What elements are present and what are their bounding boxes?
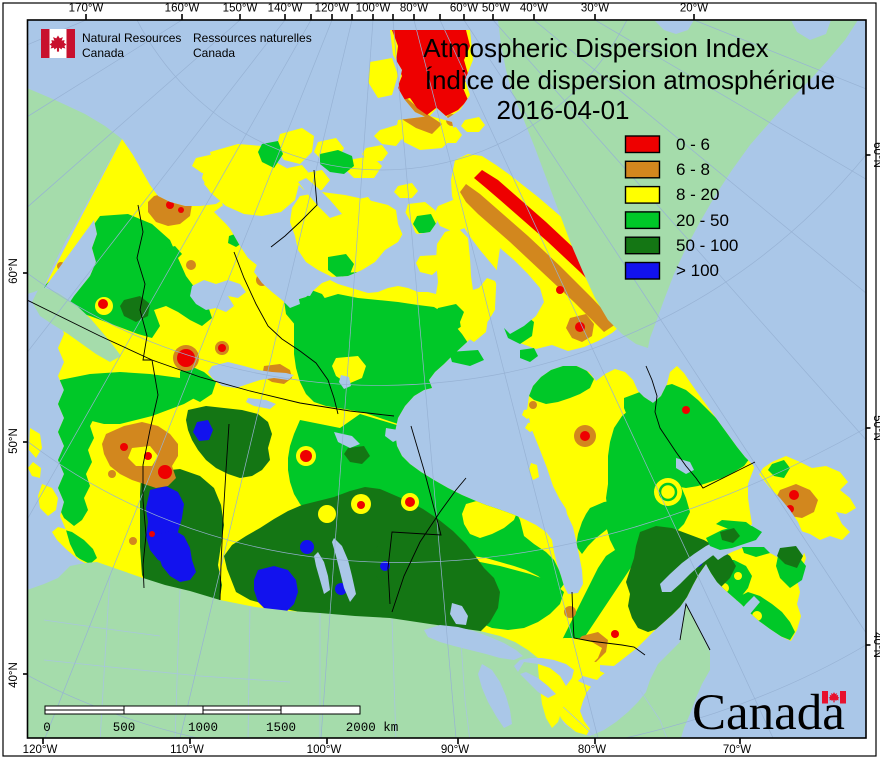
svg-text:0 - 6: 0 - 6: [676, 135, 710, 154]
svg-text:170°W: 170°W: [69, 3, 104, 15]
svg-text:Atmospheric Dispersion Index: Atmospheric Dispersion Index: [423, 33, 768, 63]
svg-text:70°W: 70°W: [723, 744, 751, 756]
svg-text:40°N: 40°N: [8, 662, 20, 688]
svg-text:50°N: 50°N: [8, 428, 20, 454]
svg-text:50°W: 50°W: [482, 3, 510, 15]
svg-text:60°N: 60°N: [871, 142, 880, 168]
svg-text:50 - 100: 50 - 100: [676, 236, 738, 255]
svg-text:Ressources naturelles: Ressources naturelles: [193, 31, 312, 45]
svg-text:1000: 1000: [188, 721, 218, 735]
svg-text:2000 km: 2000 km: [346, 721, 399, 735]
svg-text:Natural Resources: Natural Resources: [82, 31, 181, 45]
svg-text:40°W: 40°W: [520, 3, 548, 15]
svg-text:80°W: 80°W: [400, 3, 428, 15]
svg-text:60°N: 60°N: [8, 258, 20, 284]
svg-text:90°W: 90°W: [441, 744, 469, 756]
svg-text:20 - 50: 20 - 50: [676, 211, 729, 230]
svg-text:Índice de dispersion atmosphér: Índice de dispersion atmosphérique: [425, 65, 835, 95]
svg-text:1500: 1500: [266, 721, 296, 735]
svg-text:50°N: 50°N: [871, 415, 880, 441]
svg-text:150°W: 150°W: [223, 3, 258, 15]
svg-text:160°W: 160°W: [165, 3, 200, 15]
svg-text:80°W: 80°W: [578, 744, 606, 756]
svg-text:60°W: 60°W: [450, 3, 478, 15]
svg-text:30°W: 30°W: [581, 3, 609, 15]
svg-text:140°W: 140°W: [268, 3, 303, 15]
svg-text:2016-04-01: 2016-04-01: [497, 95, 630, 125]
svg-text:> 100: > 100: [676, 261, 719, 280]
svg-text:120°W: 120°W: [315, 3, 350, 15]
svg-text:20°W: 20°W: [680, 3, 708, 15]
svg-text:120°W: 120°W: [23, 744, 58, 756]
svg-text:100°W: 100°W: [356, 3, 391, 15]
svg-text:0: 0: [43, 721, 51, 735]
svg-text:Canada: Canada: [692, 685, 845, 741]
svg-text:6 - 8: 6 - 8: [676, 160, 710, 179]
svg-text:Canada: Canada: [193, 46, 235, 60]
svg-text:40°N: 40°N: [871, 632, 880, 658]
svg-text:8 - 20: 8 - 20: [676, 185, 719, 204]
svg-text:500: 500: [113, 721, 136, 735]
svg-text:100°W: 100°W: [307, 744, 342, 756]
svg-text:Canada: Canada: [82, 46, 124, 60]
svg-text:110°W: 110°W: [170, 744, 204, 756]
